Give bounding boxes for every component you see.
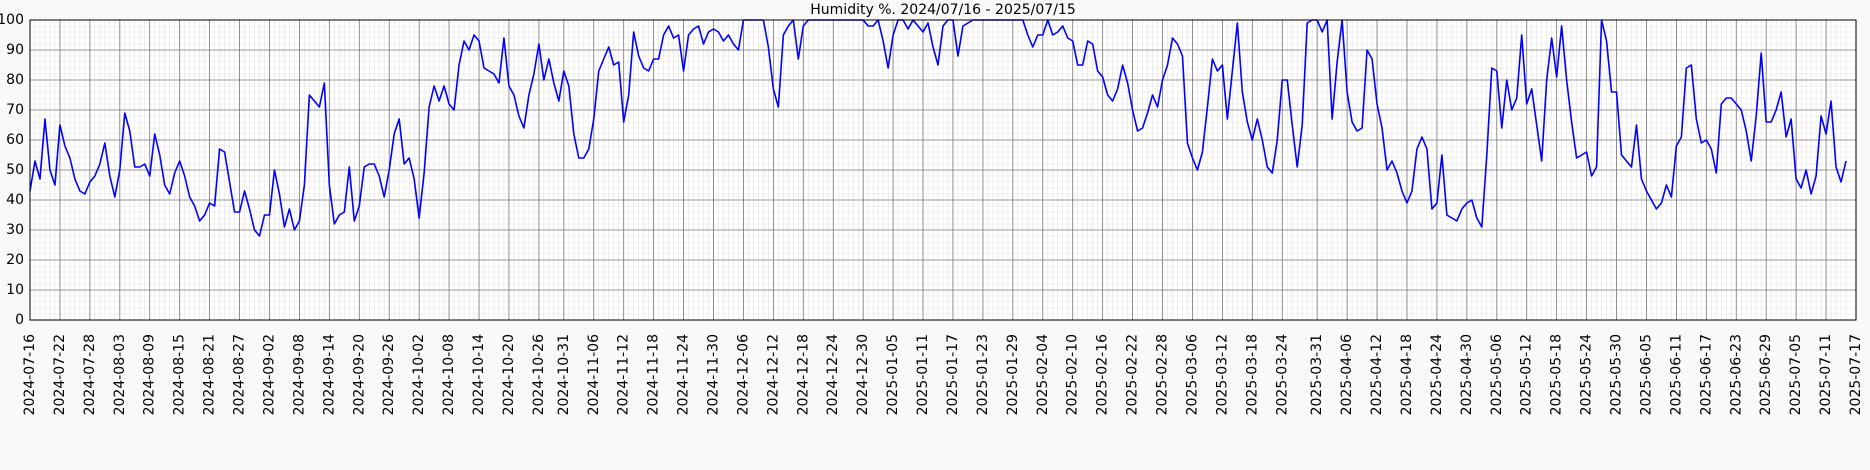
x-tick-label: 2024-08-27 [232, 334, 248, 415]
x-tick-label: 2025-02-04 [1035, 334, 1051, 415]
x-tick-label: 2024-10-14 [471, 334, 487, 415]
y-tick-label: 30 [6, 222, 24, 238]
x-tick-label: 2024-12-06 [735, 334, 751, 415]
chart-title: Humidity %. 2024/07/16 - 2025/07/15 [810, 2, 1075, 18]
x-tick-label: 2025-01-11 [915, 334, 931, 415]
x-tick-label: 2024-09-08 [291, 334, 307, 415]
x-tick-label: 2025-07-11 [1818, 334, 1834, 415]
y-tick-label: 50 [6, 162, 24, 178]
x-tick-label: 2024-10-02 [411, 334, 427, 415]
x-tick-label: 2025-02-28 [1155, 334, 1171, 415]
x-tick-label: 2024-10-26 [531, 334, 547, 415]
x-tick-label: 2024-07-28 [82, 334, 98, 415]
x-tick-label: 2025-02-22 [1125, 334, 1141, 415]
y-tick-label: 20 [6, 252, 24, 268]
x-tick-label: 2024-11-06 [586, 334, 602, 415]
y-tick-label: 60 [6, 132, 24, 148]
x-tick-label: 2024-08-21 [202, 334, 218, 415]
y-tick-label: 100 [0, 12, 24, 28]
x-tick-label: 2025-04-30 [1459, 334, 1475, 415]
x-tick-label: 2024-08-15 [172, 334, 188, 415]
x-tick-label: 2024-10-08 [441, 334, 457, 415]
x-tick-label: 2024-12-30 [855, 334, 871, 415]
x-tick-label: 2025-06-29 [1758, 334, 1774, 415]
x-tick-label: 2025-04-12 [1369, 334, 1385, 415]
y-tick-label: 70 [6, 102, 24, 118]
y-tick-label: 80 [6, 72, 24, 88]
x-tick-label: 2025-06-05 [1638, 334, 1654, 415]
x-tick-label: 2025-01-05 [885, 334, 901, 415]
x-tick-label: 2024-09-26 [381, 334, 397, 415]
y-tick-label: 40 [6, 192, 24, 208]
x-tick-label: 2025-05-30 [1609, 334, 1625, 415]
y-tick-label: 10 [6, 282, 24, 298]
plot-frame [29, 19, 1857, 321]
x-tick-label: 2024-12-12 [765, 334, 781, 415]
x-tick-label: 2024-07-22 [52, 334, 68, 415]
x-tick-label: 2025-03-12 [1214, 334, 1230, 415]
x-tick-label: 2025-01-17 [945, 334, 961, 415]
x-tick-label: 2025-05-24 [1579, 334, 1595, 415]
x-tick-label: 2024-11-24 [676, 334, 692, 415]
x-tick-label: 2024-11-30 [706, 334, 722, 415]
x-tick-label: 2025-04-06 [1339, 334, 1355, 415]
x-tick-label: 2024-11-12 [616, 334, 632, 415]
x-tick-label: 2024-08-03 [112, 334, 128, 415]
x-tick-label: 2024-09-14 [321, 334, 337, 415]
x-tick-label: 2024-08-09 [142, 334, 158, 415]
major-grid [29, 19, 1857, 321]
x-tick-label: 2024-10-20 [501, 334, 517, 415]
x-tick-label: 2024-12-24 [825, 334, 841, 415]
x-tick-label: 2025-06-23 [1728, 334, 1744, 415]
x-tick-label: 2025-02-10 [1065, 334, 1081, 415]
x-tick-label: 2025-07-17 [1848, 334, 1864, 415]
x-tick-label: 2025-02-16 [1095, 334, 1111, 415]
x-tick-label: 2025-03-24 [1274, 334, 1290, 415]
x-tick-label: 2025-03-31 [1309, 334, 1325, 415]
x-tick-label: 2024-12-18 [795, 334, 811, 415]
series [29, 19, 1847, 237]
x-tick-label: 2025-07-05 [1788, 334, 1804, 415]
x-tick-label: 2024-11-18 [646, 334, 662, 415]
data-line [29, 19, 1847, 237]
x-tick-label: 2025-06-17 [1698, 334, 1714, 415]
y-tick-label: 0 [15, 312, 24, 328]
x-tick-label: 2025-05-12 [1519, 334, 1535, 415]
x-tick-label: 2025-01-23 [975, 334, 991, 415]
x-tick-label: 2025-06-11 [1668, 334, 1684, 415]
x-tick-label: 2024-10-31 [556, 334, 572, 415]
x-tick-label: 2024-09-02 [261, 334, 277, 415]
x-tick-label: 2025-05-18 [1549, 334, 1565, 415]
x-tick-label: 2025-04-18 [1399, 334, 1415, 415]
x-tick-label: 2025-03-06 [1184, 334, 1200, 415]
y-tick-label: 90 [6, 42, 24, 58]
x-tick-label: 2025-05-06 [1489, 334, 1505, 415]
x-tick-label: 2025-03-18 [1244, 334, 1260, 415]
x-tick-label: 2024-07-16 [22, 334, 38, 415]
x-tick-label: 2025-01-29 [1005, 334, 1021, 415]
x-tick-label: 2025-04-24 [1429, 334, 1445, 415]
tick-labels: 0 10 20 30 40 50 60 70 80 90 100 2024-07-16 2024-07-… [0, 12, 1864, 415]
x-tick-label: 2024-09-20 [351, 334, 367, 415]
